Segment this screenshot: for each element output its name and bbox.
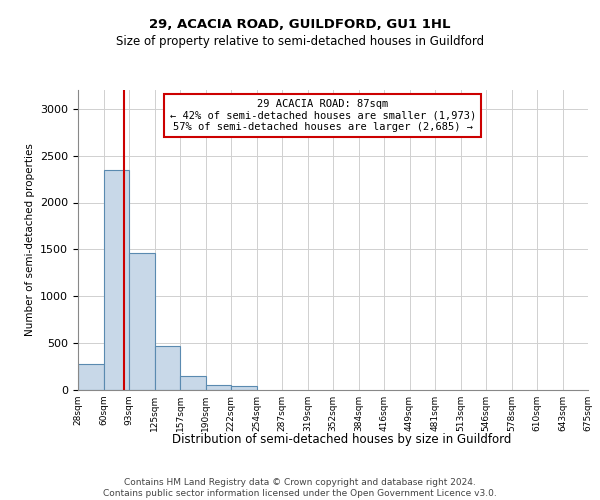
Bar bbox=[78, 364, 104, 390]
Bar bbox=[155, 346, 180, 390]
Bar bbox=[129, 253, 155, 390]
Text: 29 ACACIA ROAD: 87sqm
← 42% of semi-detached houses are smaller (1,973)
57% of s: 29 ACACIA ROAD: 87sqm ← 42% of semi-deta… bbox=[170, 99, 476, 132]
Text: Contains HM Land Registry data © Crown copyright and database right 2024.
Contai: Contains HM Land Registry data © Crown c… bbox=[103, 478, 497, 498]
Text: 29, ACACIA ROAD, GUILDFORD, GU1 1HL: 29, ACACIA ROAD, GUILDFORD, GU1 1HL bbox=[149, 18, 451, 30]
Text: Size of property relative to semi-detached houses in Guildford: Size of property relative to semi-detach… bbox=[116, 35, 484, 48]
Y-axis label: Number of semi-detached properties: Number of semi-detached properties bbox=[25, 144, 35, 336]
Bar bbox=[180, 376, 205, 390]
Text: Distribution of semi-detached houses by size in Guildford: Distribution of semi-detached houses by … bbox=[172, 432, 512, 446]
Bar bbox=[205, 385, 231, 390]
Bar bbox=[104, 170, 129, 390]
Bar bbox=[231, 386, 257, 390]
